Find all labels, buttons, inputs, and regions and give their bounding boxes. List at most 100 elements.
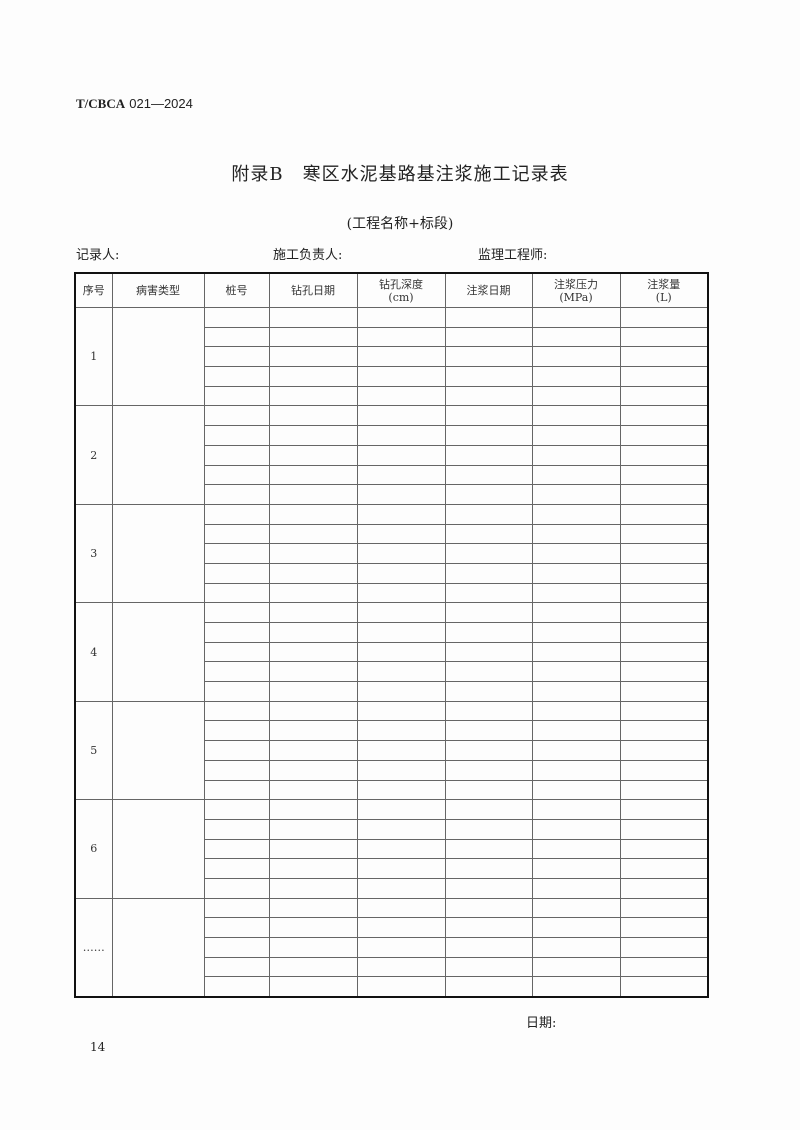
data-cell[interactable] bbox=[619, 464, 709, 486]
data-cell[interactable] bbox=[203, 897, 270, 919]
data-cell[interactable] bbox=[619, 937, 709, 958]
data-cell[interactable] bbox=[531, 425, 621, 446]
data-cell[interactable] bbox=[531, 740, 621, 761]
data-cell[interactable] bbox=[203, 681, 270, 702]
data-cell[interactable] bbox=[531, 818, 621, 840]
data-cell[interactable] bbox=[268, 799, 358, 820]
defect-type-cell[interactable] bbox=[111, 306, 205, 407]
data-cell[interactable] bbox=[268, 700, 358, 722]
data-cell[interactable] bbox=[531, 779, 621, 801]
data-cell[interactable] bbox=[531, 622, 621, 643]
data-cell[interactable] bbox=[531, 976, 621, 998]
data-cell[interactable] bbox=[268, 425, 358, 446]
data-cell[interactable] bbox=[356, 740, 446, 761]
data-cell[interactable] bbox=[531, 681, 621, 702]
data-cell[interactable] bbox=[356, 484, 446, 505]
data-cell[interactable] bbox=[444, 326, 533, 348]
data-cell[interactable] bbox=[203, 582, 270, 604]
defect-type-cell[interactable] bbox=[111, 799, 205, 899]
data-cell[interactable] bbox=[444, 523, 533, 545]
data-cell[interactable] bbox=[203, 425, 270, 446]
data-cell[interactable] bbox=[444, 740, 533, 761]
data-cell[interactable] bbox=[203, 444, 270, 466]
data-cell[interactable] bbox=[444, 405, 533, 427]
data-cell[interactable] bbox=[203, 799, 270, 820]
data-cell[interactable] bbox=[444, 759, 533, 781]
data-cell[interactable] bbox=[619, 700, 709, 722]
data-cell[interactable] bbox=[444, 444, 533, 466]
data-cell[interactable] bbox=[203, 858, 270, 879]
data-cell[interactable] bbox=[444, 641, 533, 663]
data-cell[interactable] bbox=[356, 917, 446, 938]
data-cell[interactable] bbox=[356, 799, 446, 820]
data-cell[interactable] bbox=[444, 937, 533, 958]
data-cell[interactable] bbox=[356, 543, 446, 564]
data-cell[interactable] bbox=[619, 641, 709, 663]
data-cell[interactable] bbox=[356, 425, 446, 446]
data-cell[interactable] bbox=[268, 759, 358, 781]
data-cell[interactable] bbox=[619, 799, 709, 820]
data-cell[interactable] bbox=[268, 779, 358, 801]
data-cell[interactable] bbox=[619, 759, 709, 781]
data-cell[interactable] bbox=[268, 484, 358, 505]
data-cell[interactable] bbox=[619, 956, 709, 978]
data-cell[interactable] bbox=[268, 307, 358, 328]
data-cell[interactable] bbox=[203, 523, 270, 545]
data-cell[interactable] bbox=[356, 602, 446, 623]
data-cell[interactable] bbox=[268, 523, 358, 545]
data-cell[interactable] bbox=[531, 326, 621, 348]
data-cell[interactable] bbox=[203, 385, 270, 407]
data-cell[interactable] bbox=[531, 346, 621, 368]
data-cell[interactable] bbox=[619, 326, 709, 348]
data-cell[interactable] bbox=[268, 858, 358, 879]
data-cell[interactable] bbox=[203, 405, 270, 427]
data-cell[interactable] bbox=[356, 818, 446, 840]
data-cell[interactable] bbox=[531, 641, 621, 663]
data-cell[interactable] bbox=[531, 307, 621, 328]
data-cell[interactable] bbox=[619, 405, 709, 427]
data-cell[interactable] bbox=[356, 838, 446, 860]
data-cell[interactable] bbox=[203, 937, 270, 958]
data-cell[interactable] bbox=[356, 759, 446, 781]
data-cell[interactable] bbox=[531, 858, 621, 879]
data-cell[interactable] bbox=[203, 818, 270, 840]
data-cell[interactable] bbox=[268, 877, 358, 899]
data-cell[interactable] bbox=[444, 543, 533, 564]
data-cell[interactable] bbox=[619, 425, 709, 446]
data-cell[interactable] bbox=[356, 346, 446, 368]
data-cell[interactable] bbox=[203, 976, 270, 998]
data-cell[interactable] bbox=[356, 405, 446, 427]
data-cell[interactable] bbox=[203, 641, 270, 663]
data-cell[interactable] bbox=[619, 858, 709, 879]
defect-type-cell[interactable] bbox=[111, 405, 205, 505]
data-cell[interactable] bbox=[619, 562, 709, 584]
data-cell[interactable] bbox=[203, 661, 270, 683]
data-cell[interactable] bbox=[356, 464, 446, 486]
data-cell[interactable] bbox=[619, 543, 709, 564]
data-cell[interactable] bbox=[356, 937, 446, 958]
data-cell[interactable] bbox=[444, 779, 533, 801]
data-cell[interactable] bbox=[356, 956, 446, 978]
data-cell[interactable] bbox=[356, 503, 446, 525]
data-cell[interactable] bbox=[268, 897, 358, 919]
data-cell[interactable] bbox=[444, 838, 533, 860]
data-cell[interactable] bbox=[356, 681, 446, 702]
defect-type-cell[interactable] bbox=[111, 503, 205, 604]
data-cell[interactable] bbox=[356, 385, 446, 407]
data-cell[interactable] bbox=[619, 897, 709, 919]
data-cell[interactable] bbox=[531, 582, 621, 604]
data-cell[interactable] bbox=[203, 307, 270, 328]
data-cell[interactable] bbox=[444, 799, 533, 820]
data-cell[interactable] bbox=[203, 877, 270, 899]
data-cell[interactable] bbox=[268, 385, 358, 407]
data-cell[interactable] bbox=[444, 503, 533, 525]
data-cell[interactable] bbox=[203, 543, 270, 564]
data-cell[interactable] bbox=[531, 602, 621, 623]
data-cell[interactable] bbox=[444, 602, 533, 623]
data-cell[interactable] bbox=[356, 700, 446, 722]
data-cell[interactable] bbox=[619, 385, 709, 407]
data-cell[interactable] bbox=[268, 641, 358, 663]
data-cell[interactable] bbox=[444, 366, 533, 387]
data-cell[interactable] bbox=[356, 720, 446, 742]
data-cell[interactable] bbox=[444, 484, 533, 505]
